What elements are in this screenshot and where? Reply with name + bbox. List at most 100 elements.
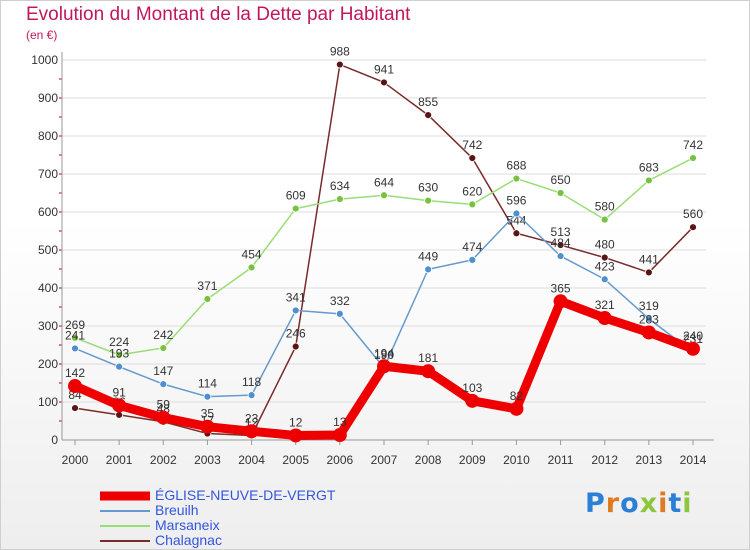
data-label: 23 [245, 411, 259, 425]
data-label: 620 [462, 184, 482, 198]
legend-label-eglise: ÉGLISE-NEUVE-DE-VERGT [155, 487, 336, 503]
data-label: 246 [286, 327, 306, 341]
data-point [597, 311, 612, 326]
data-label: 441 [639, 252, 659, 266]
logo-letter: i [682, 488, 693, 519]
data-point [112, 398, 127, 413]
logo-letter: i [658, 488, 669, 519]
data-label: 142 [65, 366, 85, 380]
y-tick-label: 200 [38, 357, 58, 371]
data-point [424, 265, 433, 274]
logo-letter: x [639, 488, 659, 519]
data-point [468, 200, 477, 209]
data-point [71, 333, 79, 342]
data-label: 118 [242, 375, 261, 389]
data-point [600, 253, 609, 262]
x-tick-label: 2007 [371, 453, 398, 467]
data-label: 321 [595, 298, 615, 312]
data-label: 650 [551, 173, 571, 187]
data-point [159, 344, 168, 352]
data-point [291, 204, 300, 213]
data-point [468, 255, 477, 264]
data-label: 103 [462, 381, 482, 395]
y-tick-label: 700 [38, 167, 58, 181]
data-label: 319 [639, 299, 659, 313]
chart-subtitle: (en €) [26, 28, 58, 42]
data-label: 742 [683, 138, 703, 152]
data-point [115, 411, 124, 419]
data-label: 454 [242, 247, 262, 261]
chart-title: Evolution du Montant de la Dette par Hab… [26, 4, 411, 25]
data-label: 988 [330, 45, 350, 59]
x-tick-label: 2009 [459, 453, 486, 467]
legend-swatch-breuilh [100, 509, 150, 512]
data-label: 91 [112, 385, 126, 399]
data-label: 181 [418, 351, 438, 365]
y-tick-label: 400 [38, 281, 58, 295]
data-point [335, 309, 344, 318]
data-point [380, 191, 388, 200]
data-point [288, 428, 303, 443]
x-tick-label: 2000 [62, 453, 89, 467]
data-point [512, 174, 521, 183]
data-label: 688 [506, 159, 526, 173]
data-point [71, 344, 79, 353]
data-label: 855 [418, 95, 438, 109]
x-tick-label: 2008 [415, 453, 442, 467]
legend-swatch-chalagnac [100, 539, 150, 542]
data-label: 544 [506, 213, 526, 227]
data-point [424, 111, 433, 119]
data-point [335, 60, 344, 69]
data-point [335, 195, 344, 203]
data-label: 13 [333, 415, 347, 429]
y-tick-label: 900 [38, 91, 58, 105]
legend-label-chalagnac: Chalagnac [155, 532, 222, 548]
data-point [115, 350, 124, 359]
data-label: 242 [153, 328, 173, 342]
data-point [689, 154, 697, 162]
y-tick-label: 600 [38, 205, 58, 219]
data-label: 240 [683, 329, 703, 343]
x-tick-label: 2004 [238, 453, 265, 467]
x-tick-label: 2014 [680, 453, 707, 467]
data-point [686, 341, 700, 356]
x-tick-label: 2012 [591, 453, 618, 467]
data-label: 269 [65, 318, 85, 332]
data-label: 609 [286, 189, 306, 203]
data-point [115, 362, 124, 371]
logo-letter: r [605, 488, 621, 519]
data-label: 941 [374, 62, 394, 76]
data-point [291, 342, 300, 351]
data-label: 560 [683, 207, 703, 221]
data-label: 634 [330, 179, 350, 193]
data-point [380, 78, 388, 87]
data-label: 365 [551, 281, 571, 295]
y-tick-label: 0 [51, 433, 58, 447]
data-label: 423 [595, 259, 615, 273]
data-point [600, 215, 609, 224]
proxiti-logo: Proxiti [585, 488, 693, 519]
data-point [159, 380, 168, 389]
data-label: 59 [157, 398, 171, 412]
data-label: 449 [418, 249, 438, 263]
x-tick-label: 2006 [327, 453, 354, 467]
data-label: 742 [462, 138, 482, 152]
y-tick-label: 500 [38, 243, 58, 257]
data-point [200, 419, 215, 434]
data-label: 114 [198, 377, 217, 391]
data-point [641, 325, 656, 340]
data-point [556, 189, 565, 197]
data-point [556, 241, 565, 249]
data-point [247, 391, 256, 400]
logo-letter: t [668, 488, 683, 519]
data-label: 596 [506, 194, 526, 208]
data-point [156, 410, 171, 425]
legend-swatch-marsaneix [100, 524, 150, 527]
data-label: 580 [595, 200, 615, 214]
data-label: 474 [462, 240, 482, 254]
data-point [553, 294, 568, 309]
data-label: 12 [289, 415, 303, 429]
data-point [600, 275, 609, 284]
legend-swatch-eglise [100, 491, 150, 500]
